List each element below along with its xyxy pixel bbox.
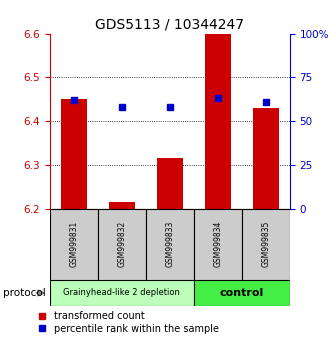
Bar <box>98 209 146 280</box>
Bar <box>204 34 231 209</box>
Bar <box>252 108 279 209</box>
Bar <box>242 209 290 280</box>
Bar <box>157 159 183 209</box>
Text: control: control <box>220 288 264 298</box>
Title: GDS5113 / 10344247: GDS5113 / 10344247 <box>95 17 244 31</box>
Text: protocol: protocol <box>3 288 46 298</box>
Bar <box>194 209 242 280</box>
Text: GSM999835: GSM999835 <box>261 221 270 268</box>
Text: GSM999833: GSM999833 <box>165 221 174 268</box>
Text: GSM999832: GSM999832 <box>117 221 127 267</box>
Bar <box>109 202 135 209</box>
Bar <box>50 209 98 280</box>
Text: Grainyhead-like 2 depletion: Grainyhead-like 2 depletion <box>64 289 180 297</box>
Bar <box>50 280 194 306</box>
Legend: transformed count, percentile rank within the sample: transformed count, percentile rank withi… <box>38 311 219 334</box>
Text: GSM999834: GSM999834 <box>213 221 222 268</box>
Bar <box>146 209 194 280</box>
Bar <box>194 280 290 306</box>
Bar <box>61 99 87 209</box>
Text: GSM999831: GSM999831 <box>69 221 79 267</box>
